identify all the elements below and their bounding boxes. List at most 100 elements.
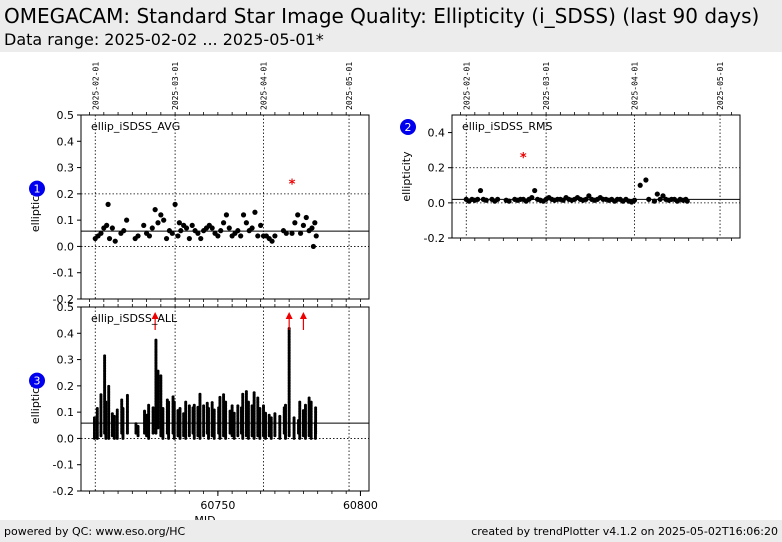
data-point — [99, 393, 103, 397]
data-point — [252, 391, 256, 395]
data-point — [161, 406, 165, 410]
y-tick-label: 0.4 — [428, 127, 446, 140]
data-point — [184, 400, 188, 404]
data-point — [660, 193, 666, 199]
data-point — [631, 197, 638, 203]
y-tick-label: 0.0 — [428, 197, 446, 210]
data-point — [120, 398, 124, 402]
footer-created-by: created by trendPlotter v4.1.2 on 2025-0… — [471, 525, 778, 538]
panel-label: ellip_iSDSS_RMS — [462, 120, 553, 133]
data-point — [236, 404, 240, 408]
y-tick-label: -0.1 — [53, 459, 74, 472]
data-point — [475, 196, 481, 202]
data-point — [147, 403, 151, 407]
data-point — [186, 235, 192, 242]
panel-number-badge — [29, 180, 45, 197]
x-axis-label: MJD — [194, 514, 215, 520]
page-title: OMEGACAM: Standard Star Image Quality: E… — [4, 4, 760, 28]
data-point — [198, 392, 202, 396]
data-point — [272, 233, 278, 239]
data-point — [637, 182, 643, 188]
date-label: 2025-05-01 — [716, 62, 725, 110]
data-point — [309, 225, 315, 231]
y-tick-label: 0.4 — [57, 327, 75, 340]
y-tick-label: -0.2 — [53, 485, 74, 498]
data-point — [269, 238, 275, 244]
footer-powered-by: powered by QC: www.eso.org/HC — [4, 525, 186, 538]
plot-frame — [80, 114, 370, 300]
data-range-subtitle: Data range: 2025-02-02 ... 2025-05-01* — [4, 30, 324, 49]
data-point — [98, 230, 104, 236]
data-point — [152, 207, 158, 213]
data-point — [583, 196, 589, 202]
data-point — [278, 414, 282, 418]
data-point — [297, 230, 304, 236]
data-point — [298, 400, 302, 404]
data-point — [529, 194, 535, 201]
data-point — [300, 222, 307, 228]
chart-panel-2: -0.2 0.0 0.2 0.4 2025-02-01 2025-03-01 2025-04… — [400, 62, 741, 245]
data-point — [226, 225, 232, 231]
panel-number: 3 — [34, 375, 41, 388]
data-point — [212, 408, 216, 412]
data-point — [241, 392, 245, 396]
data-point — [258, 406, 262, 410]
data-point — [309, 400, 313, 404]
data-point — [104, 400, 108, 404]
data-point — [684, 198, 690, 204]
data-point — [244, 390, 248, 394]
data-point — [135, 233, 141, 239]
y-tick-label: 0.1 — [57, 214, 75, 227]
data-point — [246, 400, 250, 404]
data-point — [314, 406, 318, 410]
date-label: 2025-04-01 — [630, 62, 639, 110]
data-point — [112, 238, 118, 244]
data-point — [303, 403, 307, 407]
data-point — [141, 222, 147, 228]
date-label: 2025-03-01 — [171, 62, 180, 110]
data-point — [252, 209, 258, 215]
data-point — [222, 393, 226, 397]
off-scale-arrow-head — [299, 312, 307, 319]
data-point — [136, 424, 140, 428]
x-tick-label: 60800 — [343, 499, 378, 512]
data-point — [249, 225, 255, 231]
data-point — [107, 384, 111, 388]
data-point — [651, 198, 658, 204]
y-tick-label: 0.1 — [57, 406, 75, 419]
y-tick-label: -0.1 — [53, 267, 74, 280]
panel-number: 1 — [34, 183, 41, 196]
data-point — [103, 354, 107, 358]
y-tick-label: 0.0 — [57, 432, 75, 445]
data-point — [238, 233, 244, 239]
data-point — [155, 220, 161, 226]
data-point — [183, 225, 190, 231]
data-point — [295, 212, 301, 218]
date-label: 2025-04-01 — [259, 62, 268, 110]
data-point — [218, 395, 222, 399]
data-point — [195, 230, 201, 236]
data-point — [171, 395, 175, 399]
data-point — [310, 243, 316, 250]
y-tick-label: 0.0 — [57, 240, 75, 253]
off-scale-arrow-head — [285, 312, 293, 319]
data-point — [92, 416, 96, 420]
data-point — [172, 400, 176, 404]
data-point — [169, 230, 175, 236]
y-tick-label: 0.5 — [57, 301, 75, 314]
y-tick-label: 0.2 — [57, 188, 75, 201]
data-point — [134, 422, 138, 426]
data-point — [176, 220, 182, 226]
data-point — [232, 411, 236, 415]
data-point — [143, 409, 147, 413]
panel-label: ellip_iSDSS_ALL — [91, 312, 178, 325]
data-point — [215, 233, 221, 239]
data-point — [273, 412, 277, 416]
data-point — [264, 411, 268, 415]
footer-bar: powered by QC: www.eso.org/HC created by… — [0, 520, 782, 542]
header-bar: OMEGACAM: Standard Star Image Quality: E… — [0, 0, 782, 52]
panel-number-badge — [400, 119, 416, 135]
panel-number: 2 — [405, 121, 412, 134]
y-tick-label: 0.2 — [428, 162, 446, 175]
plot-frame — [80, 306, 370, 492]
